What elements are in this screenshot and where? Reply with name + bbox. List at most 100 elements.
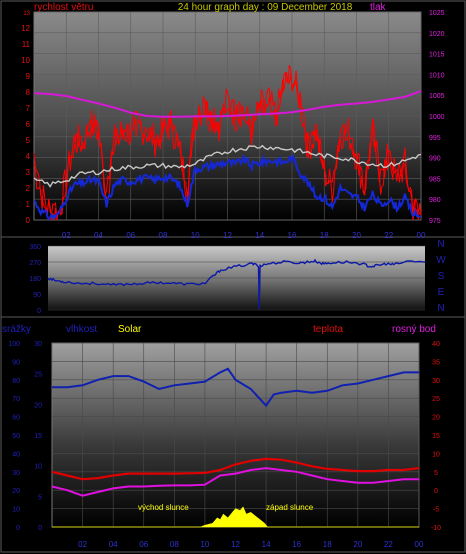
temp-x-tick-label: 06 <box>139 540 148 549</box>
chart-title: 24 hour graph day : 09 December 2018 <box>178 2 353 13</box>
temperature-tick-label: 10 <box>432 451 440 458</box>
wind-speed-tick-label: 2 <box>26 184 31 193</box>
rain-tick-label: 80 <box>12 378 20 385</box>
wind-x-tick-label: 04 <box>94 231 103 240</box>
rain-tick-label: 40 <box>12 451 20 458</box>
temperature-tick-label: 0 <box>434 488 438 495</box>
solar-area <box>52 506 419 528</box>
pressure-line <box>33 90 422 118</box>
pressure-tick-label: 1000 <box>429 114 445 121</box>
humidity-tick-label: 0 <box>38 525 42 532</box>
direction-tick-label: 0 <box>37 308 41 315</box>
pressure-tick-label: 1010 <box>429 72 445 79</box>
wind-speed-tick-label: 10 <box>21 56 30 65</box>
pressure-label: tlak <box>370 2 387 13</box>
direction-tick-label: 270 <box>29 260 41 267</box>
direction-tick-label: 360 <box>29 244 41 251</box>
pressure-tick-label: 995 <box>429 135 441 142</box>
temp-series-group <box>51 367 420 528</box>
humidity-label: vlhkost <box>66 324 97 335</box>
compass-direction-label: S <box>438 271 445 282</box>
wind-x-tick-label: 12 <box>223 231 232 240</box>
temp-x-tick-label: 22 <box>384 540 393 549</box>
direction-tick-label: 180 <box>29 276 41 283</box>
wind-speed-top-tick-label: 13 <box>23 11 30 17</box>
wind-speed-tick-label: 8 <box>26 88 31 97</box>
rain-tick-label: 10 <box>12 507 20 514</box>
pressure-tick-label: 985 <box>429 176 441 183</box>
dew-point-label: rosný bod <box>392 324 436 335</box>
wind-x-tick-label: 10 <box>191 231 200 240</box>
wind-speed-label: rychlost větru <box>34 2 93 13</box>
temp-x-tick-label: 02 <box>78 540 87 549</box>
pressure-tick-label: 1025 <box>429 10 445 17</box>
temp-x-tick-label: 00 <box>415 540 424 549</box>
temp-x-tick-label: 04 <box>109 540 118 549</box>
rain-tick-label: 50 <box>12 433 20 440</box>
pressure-tick-label: 1020 <box>429 31 445 38</box>
temperature-tick-label: 35 <box>432 359 440 366</box>
humidity-tick-label: 15 <box>34 433 42 440</box>
temp-x-tick-label: 16 <box>292 540 301 549</box>
pressure-tick-label: 990 <box>429 156 441 163</box>
temperature-line <box>51 457 420 481</box>
wind-x-tick-label: 18 <box>320 231 329 240</box>
wind-x-tick-label: 02 <box>62 231 71 240</box>
wind-speed-tick-label: 9 <box>26 72 31 81</box>
wind-speed-tick-label: 11 <box>22 40 31 49</box>
wind-gust-line-2 <box>33 71 422 221</box>
humidity-tick-label: 10 <box>34 464 42 471</box>
wind-direction-line <box>47 258 426 310</box>
direction-series-group <box>47 258 426 310</box>
sunrise-label: východ slunce <box>138 503 189 512</box>
temp-x-tick-label: 10 <box>200 540 209 549</box>
temp-x-tick-label: 12 <box>231 540 240 549</box>
temperature-tick-label: -10 <box>431 525 441 532</box>
temp-x-tick-label: 08 <box>170 540 179 549</box>
direction-grid <box>48 245 425 311</box>
wind-x-tick-label: 22 <box>384 231 393 240</box>
wind-x-tick-label: 06 <box>126 231 135 240</box>
humidity-tick-label: 25 <box>34 372 42 379</box>
pressure-tick-label: 975 <box>429 218 441 225</box>
wind-speed-tick-label: 5 <box>26 136 31 145</box>
temperature-tick-label: 30 <box>432 378 440 385</box>
rain-label: srážky <box>2 324 31 335</box>
temperature-tick-label: 40 <box>432 341 440 348</box>
temperature-tick-label: 15 <box>432 433 440 440</box>
wind-axes: 9759809859909951000100510101015102010250… <box>21 10 445 240</box>
wind-speed-tick-label: 1 <box>26 200 31 209</box>
wind-speed-tick-label: 3 <box>26 168 31 177</box>
compass-direction-label: N <box>437 239 444 250</box>
compass-direction-label: N <box>437 303 444 314</box>
rain-tick-label: 90 <box>12 359 20 366</box>
rain-tick-label: 0 <box>16 525 20 532</box>
temperature-tick-label: 20 <box>432 415 440 422</box>
rain-tick-label: 70 <box>12 396 20 403</box>
pressure-tick-label: 1015 <box>429 52 445 59</box>
temp-x-tick-label: 14 <box>262 540 271 549</box>
wind-speed-tick-label: 7 <box>26 104 31 113</box>
compass-direction-label: W <box>436 255 446 266</box>
wind-series-group <box>33 65 422 221</box>
wind-x-tick-label: 08 <box>159 231 168 240</box>
rain-tick-label: 30 <box>12 470 20 477</box>
humidity-tick-label: 30 <box>34 341 42 348</box>
rain-tick-label: 60 <box>12 415 20 422</box>
temperature-tick-label: 5 <box>434 470 438 477</box>
pressure-tick-label: 1005 <box>429 93 445 100</box>
temp-axes: 0102030405060708090100051015202530-10-50… <box>8 341 441 549</box>
wind-speed-tick-label: 4 <box>26 152 31 161</box>
solar-label: Solar <box>118 324 142 335</box>
temp-x-tick-label: 18 <box>323 540 332 549</box>
humidity-tick-label: 5 <box>38 494 42 501</box>
sunset-label: západ slunce <box>266 503 314 512</box>
temperature-label: teplota <box>313 324 343 335</box>
temperature-tick-label: -5 <box>433 507 439 514</box>
wind-speed-tick-label: 12 <box>21 24 30 33</box>
wind-speed-tick-label: 0 <box>26 216 31 225</box>
wind-speed-line <box>33 153 422 221</box>
rain-tick-label: 20 <box>12 488 20 495</box>
